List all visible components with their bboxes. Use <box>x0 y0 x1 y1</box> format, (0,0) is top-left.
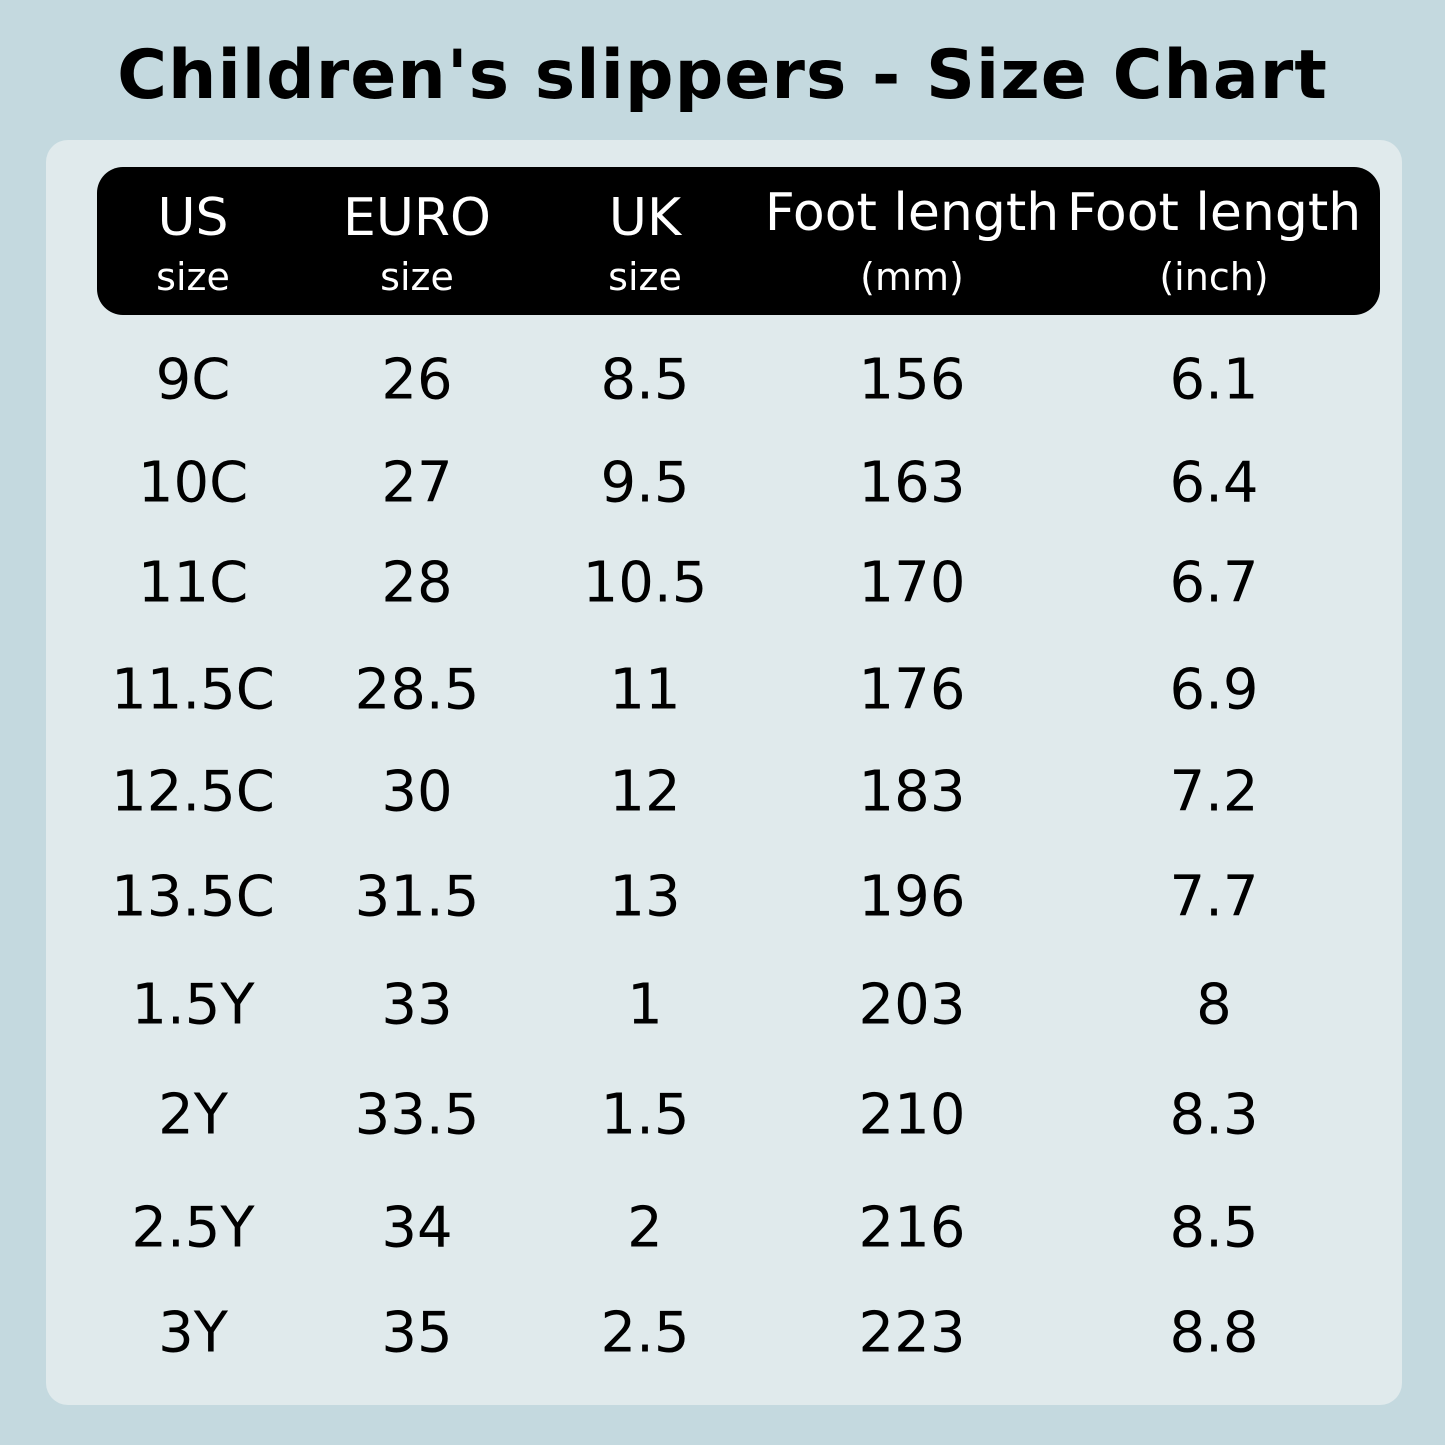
cell-value: 2.5Y <box>131 1195 255 1261</box>
cell-value: 11C <box>137 550 249 616</box>
cell-value: 31.5 <box>354 864 480 930</box>
column-title: Foot length <box>764 183 1060 243</box>
cell-value: 9C <box>155 347 231 413</box>
cell-value: 2 <box>627 1195 663 1261</box>
cell-value: 2Y <box>158 1082 228 1148</box>
cell-value: 176 <box>858 657 966 723</box>
cell-value: 6.1 <box>1169 347 1259 413</box>
cell-value: 13 <box>609 864 681 930</box>
cell-value: 196 <box>858 864 966 930</box>
cell-value: 1.5Y <box>131 972 255 1038</box>
cell-value: 7.7 <box>1169 864 1259 930</box>
cell-value: 8.3 <box>1169 1082 1259 1148</box>
column-title: EURO <box>343 188 491 248</box>
column-unit: size <box>380 255 454 299</box>
cell-value: 210 <box>858 1082 966 1148</box>
cell-value: 28.5 <box>354 657 480 723</box>
cell-value: 8.5 <box>600 347 690 413</box>
column-unit: (mm) <box>860 255 964 299</box>
cell-value: 10.5 <box>582 550 708 616</box>
cell-value: 9.5 <box>600 450 690 516</box>
column-title: US <box>157 188 229 248</box>
column-unit: size <box>608 255 682 299</box>
cell-value: 10C <box>137 450 249 516</box>
cell-value: 35 <box>381 1300 453 1366</box>
cell-value: 1.5 <box>600 1082 690 1148</box>
table-panel <box>46 140 1402 1405</box>
cell-value: 1 <box>627 972 663 1038</box>
cell-value: 11 <box>609 657 681 723</box>
cell-value: 8.5 <box>1169 1195 1259 1261</box>
cell-value: 8 <box>1196 972 1232 1038</box>
cell-value: 170 <box>858 550 966 616</box>
cell-value: 27 <box>381 450 453 516</box>
cell-value: 26 <box>381 347 453 413</box>
cell-value: 6.4 <box>1169 450 1259 516</box>
column-unit: (inch) <box>1159 255 1269 299</box>
cell-value: 12 <box>609 759 681 825</box>
table-header <box>97 167 1380 315</box>
cell-value: 6.7 <box>1169 550 1259 616</box>
cell-value: 223 <box>858 1300 966 1366</box>
cell-value: 13.5C <box>111 864 275 930</box>
cell-value: 33 <box>381 972 453 1038</box>
cell-value: 7.2 <box>1169 759 1259 825</box>
cell-value: 28 <box>381 550 453 616</box>
cell-value: 11.5C <box>111 657 275 723</box>
cell-value: 8.8 <box>1169 1300 1259 1366</box>
cell-value: 2.5 <box>600 1300 690 1366</box>
cell-value: 12.5C <box>111 759 275 825</box>
cell-value: 30 <box>381 759 453 825</box>
cell-value: 216 <box>858 1195 966 1261</box>
column-title: UK <box>608 188 682 248</box>
title: Children's slippers - Size Chart <box>117 36 1328 115</box>
cell-value: 203 <box>858 972 966 1038</box>
cell-value: 33.5 <box>354 1082 480 1148</box>
cell-value: 6.9 <box>1169 657 1259 723</box>
cell-value: 156 <box>858 347 966 413</box>
cell-value: 183 <box>858 759 966 825</box>
column-unit: size <box>156 255 230 299</box>
cell-value: 34 <box>381 1195 453 1261</box>
cell-value: 3Y <box>158 1300 228 1366</box>
column-title: Foot length <box>1066 183 1362 243</box>
cell-value: 163 <box>858 450 966 516</box>
